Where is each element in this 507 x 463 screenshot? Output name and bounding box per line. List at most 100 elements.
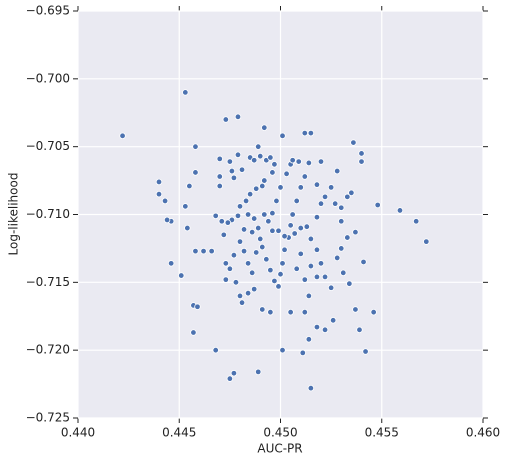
point	[250, 215, 258, 222]
point	[283, 170, 290, 177]
point	[279, 132, 286, 140]
point	[313, 323, 321, 331]
point	[259, 182, 266, 190]
point	[275, 283, 282, 290]
point	[155, 178, 163, 186]
point	[255, 368, 262, 376]
point	[362, 348, 369, 355]
point	[259, 306, 266, 313]
point	[295, 158, 302, 165]
point	[346, 280, 353, 287]
x-tick-label: 0.445	[162, 426, 196, 440]
y-tick-label: −0.715	[26, 275, 70, 289]
point	[301, 308, 308, 316]
x-tick-label: 0.440	[61, 426, 95, 440]
point	[358, 150, 365, 157]
point	[277, 270, 284, 278]
point	[244, 260, 252, 267]
point	[234, 151, 242, 159]
y-tick-label: −0.700	[26, 71, 70, 85]
point	[331, 200, 339, 207]
y-tick-label: −0.710	[26, 207, 70, 221]
point	[277, 184, 284, 191]
point	[178, 272, 185, 279]
point	[250, 285, 258, 293]
point	[297, 184, 304, 191]
point	[263, 256, 270, 263]
point	[338, 218, 345, 225]
point	[352, 228, 359, 236]
point	[297, 224, 304, 232]
point	[317, 158, 325, 165]
point	[297, 250, 304, 258]
point	[307, 129, 315, 137]
point	[184, 224, 191, 232]
point	[273, 197, 280, 205]
point	[244, 289, 252, 297]
point	[307, 262, 315, 270]
point	[228, 167, 236, 175]
point	[321, 273, 329, 281]
point	[161, 197, 169, 205]
point	[230, 174, 238, 182]
point	[234, 212, 242, 220]
point	[226, 158, 234, 165]
point	[289, 211, 296, 218]
point	[267, 154, 274, 161]
point	[224, 219, 232, 226]
point	[253, 249, 260, 256]
point	[344, 234, 351, 241]
point	[259, 243, 266, 251]
point	[356, 326, 363, 334]
point	[291, 230, 298, 237]
point	[244, 211, 252, 218]
point	[305, 292, 313, 300]
point	[269, 169, 276, 176]
point	[255, 143, 262, 150]
point	[250, 157, 258, 164]
point	[234, 113, 242, 121]
point	[155, 190, 163, 198]
point	[271, 161, 278, 168]
point	[321, 193, 329, 201]
point	[338, 245, 345, 252]
point	[182, 89, 189, 96]
point	[246, 190, 254, 198]
point	[222, 116, 230, 123]
point	[299, 349, 306, 357]
point	[344, 193, 351, 201]
y-tick-label: −0.725	[26, 411, 70, 425]
y-axis-label: Log-likelihood	[7, 173, 21, 256]
point	[261, 211, 268, 218]
point	[321, 326, 329, 334]
point	[186, 182, 193, 190]
point	[301, 129, 308, 137]
point	[305, 159, 313, 167]
point	[236, 238, 244, 245]
point	[192, 143, 199, 150]
point	[163, 216, 171, 224]
point	[253, 185, 260, 192]
point	[240, 226, 248, 233]
point	[313, 246, 321, 253]
point	[334, 167, 341, 175]
point	[423, 238, 430, 245]
point	[200, 247, 207, 255]
point	[242, 197, 250, 205]
point	[338, 204, 345, 211]
point	[267, 308, 274, 316]
point	[167, 260, 175, 267]
point	[220, 231, 227, 239]
point	[313, 214, 321, 221]
point	[182, 203, 189, 210]
point	[216, 155, 223, 163]
point	[216, 182, 223, 190]
x-tick-label: 0.455	[365, 426, 399, 440]
point	[265, 218, 272, 225]
point	[348, 189, 355, 196]
point	[194, 303, 201, 310]
point	[269, 227, 276, 234]
point	[226, 375, 234, 382]
point	[301, 173, 308, 180]
